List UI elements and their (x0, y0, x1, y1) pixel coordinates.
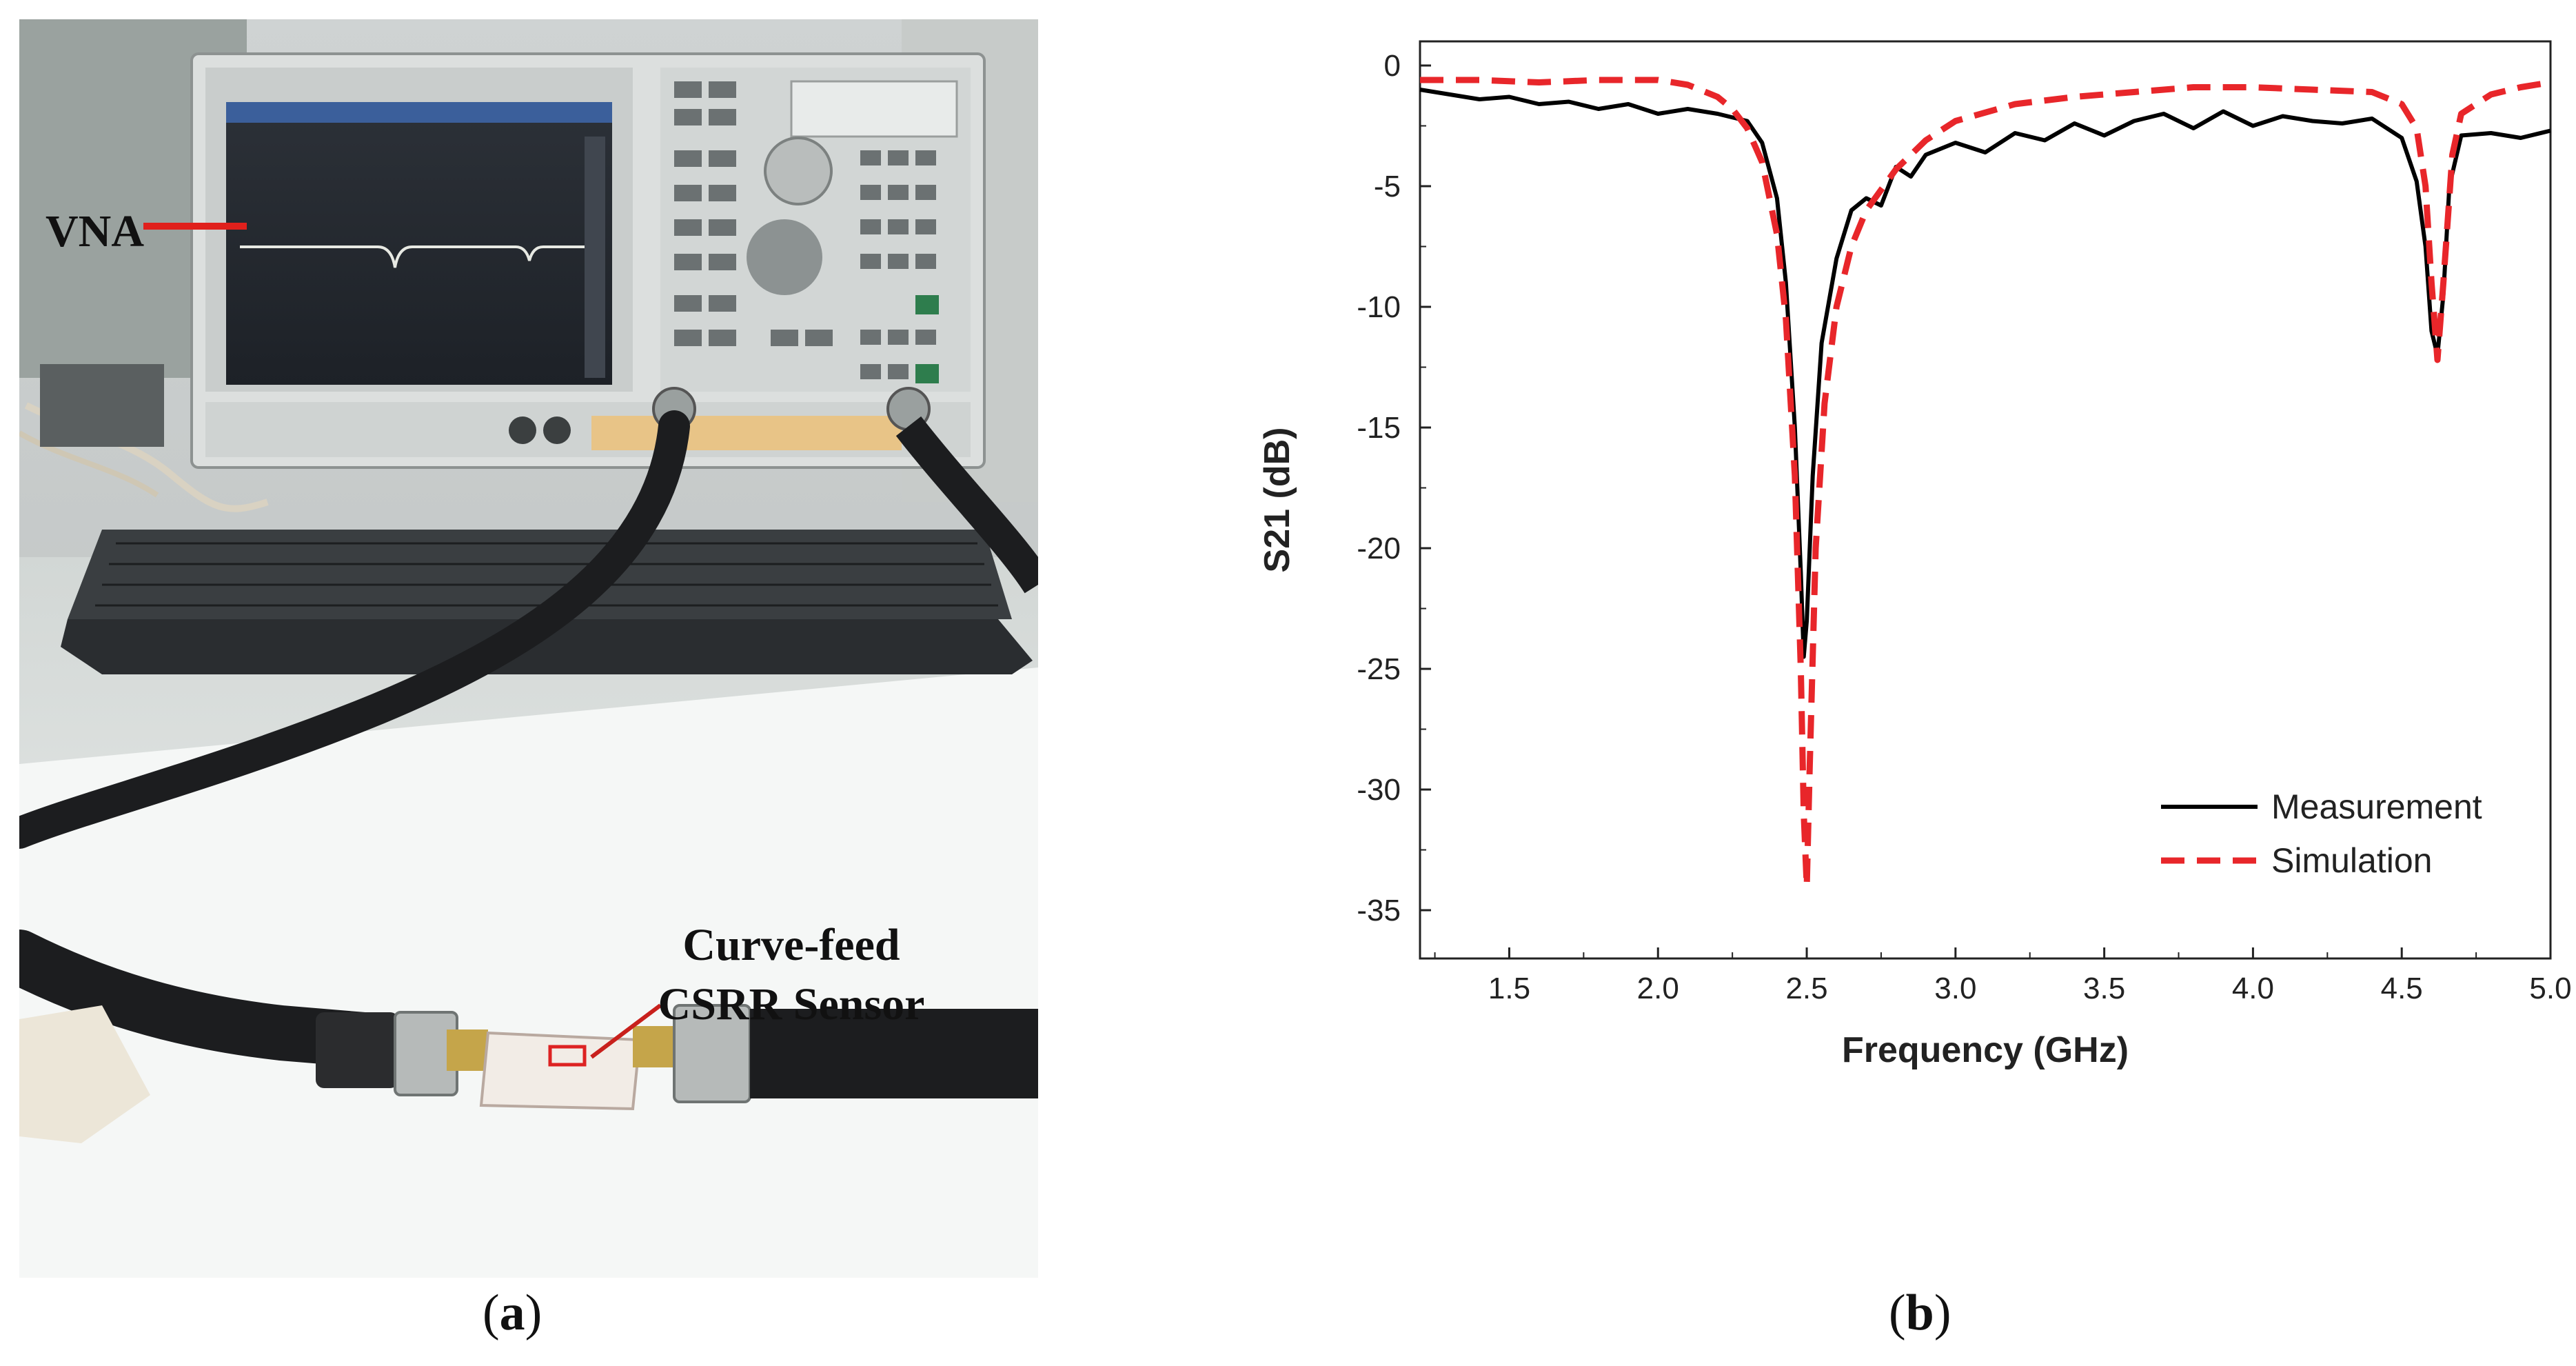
y-tick-label: -5 (1374, 170, 1401, 203)
y-tick-label: -10 (1357, 290, 1401, 324)
x-tick-label: 3.5 (2083, 972, 2125, 1005)
x-tick-label: 2.0 (1637, 972, 1679, 1005)
y-tick-label: -20 (1357, 532, 1401, 565)
caption-b: (b) (1889, 1284, 1951, 1343)
simulation-legend-label: Simulation (2271, 841, 2432, 880)
x-tick-label: 4.0 (2232, 972, 2274, 1005)
x-axis-label: Frequency (GHz) (1842, 1030, 2129, 1070)
simulation-line (1420, 77, 2551, 890)
legend: Measurement Simulation (2161, 787, 2482, 880)
x-tick-label: 4.5 (2381, 972, 2423, 1005)
sensor-arrow (590, 1003, 662, 1059)
y-tick-label: -35 (1357, 894, 1401, 927)
s21-chart-svg: 1.5 2.0 2.5 3.0 3.5 4.0 4.5 5.0 0 -5 -10 -15 -20 -25 -… (1257, 40, 2572, 1070)
vna-label: VNA (45, 206, 144, 257)
caption-a-close: ) (525, 1285, 542, 1341)
y-tick-label: -30 (1357, 773, 1401, 807)
sensor-label: Curve-feed CSRR Sensor (619, 916, 964, 1034)
series-group (1419, 77, 2551, 890)
caption-a: (a) (483, 1284, 542, 1343)
y-tick-label: -25 (1357, 652, 1401, 686)
caption-b-letter: b (1905, 1285, 1934, 1341)
sensor-label-line2: CSRR Sensor (658, 979, 925, 1029)
sensor-label-line1: Curve-feed (682, 920, 900, 970)
y-tick-label: -15 (1357, 411, 1401, 445)
y-axis-label: S21 (dB) (1257, 428, 1297, 573)
y-tick-label: 0 (1384, 49, 1401, 83)
plot-frame (1419, 40, 2552, 960)
x-tick-label: 5.0 (2529, 972, 2571, 1005)
caption-a-letter: a (499, 1285, 525, 1341)
vna-screen (226, 102, 612, 385)
caption-a-open: ( (483, 1285, 500, 1341)
x-tick-label: 1.5 (1488, 972, 1530, 1005)
axis-ticks: 1.5 2.0 2.5 3.0 3.5 4.0 4.5 5.0 0 -5 -10 -15 -20 -25 -… (1357, 49, 2571, 1005)
caption-b-open: ( (1889, 1285, 1906, 1341)
setup-photo-drawing (19, 19, 1038, 1278)
caption-b-close: ) (1934, 1285, 1951, 1341)
x-tick-label: 3.0 (1934, 972, 1976, 1005)
measurement-line (1419, 88, 2551, 659)
setup-photo: VNA Curve-feed CSRR Sensor (19, 19, 1038, 1278)
csrr-sensor (479, 1031, 642, 1111)
s21-chart: 1.5 2.0 2.5 3.0 3.5 4.0 4.5 5.0 0 -5 -10 -15 -20 -25 -… (1234, 14, 2576, 1117)
x-tick-label: 2.5 (1785, 972, 1827, 1005)
measurement-legend-label: Measurement (2271, 787, 2482, 826)
